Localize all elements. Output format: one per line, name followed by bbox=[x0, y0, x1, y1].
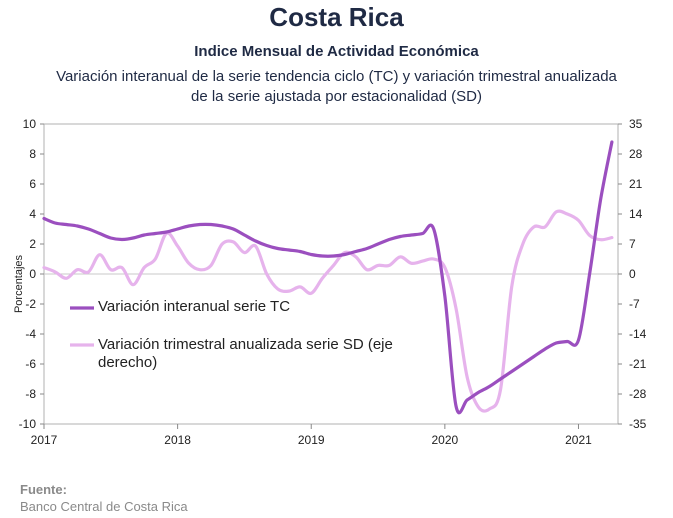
x-tick-label: 2018 bbox=[164, 433, 191, 447]
chart-description-line-1: Variación interanual de la serie tendenc… bbox=[56, 68, 617, 85]
y-left-tick-label: 0 bbox=[29, 267, 36, 281]
y-left-tick-label: 2 bbox=[29, 237, 36, 251]
x-tick-label: 2017 bbox=[31, 433, 58, 447]
series-line-sd bbox=[42, 209, 614, 413]
chart-axes: -10 -8 -6 -4 -2 0 2 4 6 8 10 -35 -28 -21 -14 -7 0 7 14 21 28… bbox=[13, 117, 647, 447]
y-left-tick-label: 10 bbox=[23, 117, 37, 131]
chart-subtitle: Indice Mensual de Actividad Económica bbox=[194, 43, 479, 60]
legend-label-tc: Variación interanual serie TC bbox=[98, 298, 291, 315]
y-right-tick-label: 0 bbox=[629, 267, 636, 281]
y-right-tick-label: 35 bbox=[629, 117, 643, 131]
y-left-tick-label: -8 bbox=[25, 387, 36, 401]
y-left-tick-label: 4 bbox=[29, 207, 36, 221]
y-right-tick-label: -7 bbox=[629, 297, 640, 311]
y-right-tick-label: 21 bbox=[629, 177, 643, 191]
y-left-tick-label: -10 bbox=[19, 417, 37, 431]
x-tick-label: 2019 bbox=[298, 433, 325, 447]
chart-description-line-2: de la serie ajustada por estacionalidad … bbox=[191, 88, 482, 105]
source-text: Banco Central de Costa Rica bbox=[20, 499, 188, 514]
y-left-tick-label: -2 bbox=[25, 297, 36, 311]
chart-country-title: Costa Rica bbox=[269, 2, 404, 32]
y-left-tick-label: 6 bbox=[29, 177, 36, 191]
y-left-tick-label: 8 bbox=[29, 147, 36, 161]
y-right-tick-label: -28 bbox=[629, 387, 647, 401]
legend-label-sd: Variación trimestral anualizada serie SD… bbox=[98, 336, 393, 371]
y-right-tick-label: 28 bbox=[629, 147, 643, 161]
x-tick-label: 2020 bbox=[432, 433, 459, 447]
x-tick-label: 2021 bbox=[565, 433, 592, 447]
y-right-tick-label: -21 bbox=[629, 357, 647, 371]
y-left-tick-label: -6 bbox=[25, 357, 36, 371]
chart-legend bbox=[70, 306, 94, 347]
series-line-tc bbox=[42, 140, 614, 415]
chart-series-layer bbox=[42, 140, 614, 415]
y-right-tick-label: -35 bbox=[629, 417, 647, 431]
y-right-tick-label: -14 bbox=[629, 327, 647, 341]
y-left-tick-label: -4 bbox=[25, 327, 36, 341]
y-right-tick-label: 7 bbox=[629, 237, 636, 251]
source-label: Fuente: bbox=[20, 482, 67, 497]
y-right-tick-label: 14 bbox=[629, 207, 643, 221]
y-axis-label: Porcentajes bbox=[13, 254, 25, 313]
